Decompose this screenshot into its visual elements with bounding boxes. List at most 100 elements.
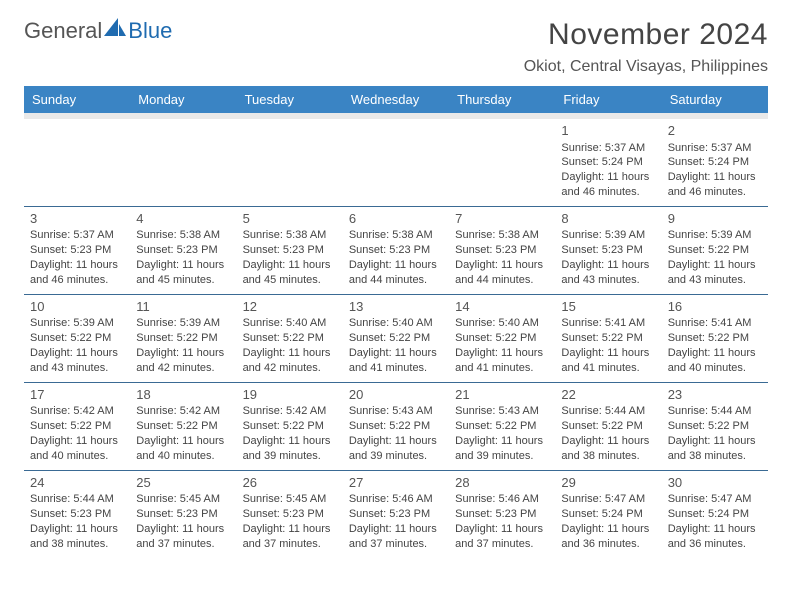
- day-number: 24: [30, 474, 124, 492]
- daylight-line: Daylight: 11 hours and 43 minutes.: [30, 346, 124, 376]
- sunset-line: Sunset: 5:22 PM: [561, 419, 655, 434]
- sunrise-line: Sunrise: 5:37 AM: [561, 141, 655, 156]
- calendar-cell: 11Sunrise: 5:39 AMSunset: 5:22 PMDayligh…: [130, 294, 236, 382]
- calendar-cell: 17Sunrise: 5:42 AMSunset: 5:22 PMDayligh…: [24, 382, 130, 470]
- sunrise-line: Sunrise: 5:40 AM: [349, 316, 443, 331]
- sunset-line: Sunset: 5:22 PM: [136, 331, 230, 346]
- calendar-cell: 1Sunrise: 5:37 AMSunset: 5:24 PMDaylight…: [555, 119, 661, 206]
- calendar-cell: 28Sunrise: 5:46 AMSunset: 5:23 PMDayligh…: [449, 470, 555, 557]
- calendar-cell: [237, 119, 343, 206]
- daylight-line: Daylight: 11 hours and 39 minutes.: [455, 434, 549, 464]
- day-number: 20: [349, 386, 443, 404]
- day-number: 18: [136, 386, 230, 404]
- daylight-line: Daylight: 11 hours and 37 minutes.: [136, 522, 230, 552]
- day-number: 2: [668, 122, 762, 140]
- day-number: 13: [349, 298, 443, 316]
- sunrise-line: Sunrise: 5:42 AM: [30, 404, 124, 419]
- sunset-line: Sunset: 5:24 PM: [561, 155, 655, 170]
- sunset-line: Sunset: 5:22 PM: [136, 419, 230, 434]
- day-number: 23: [668, 386, 762, 404]
- daylight-line: Daylight: 11 hours and 42 minutes.: [243, 346, 337, 376]
- daylight-line: Daylight: 11 hours and 38 minutes.: [30, 522, 124, 552]
- sunset-line: Sunset: 5:23 PM: [349, 507, 443, 522]
- day-number: 17: [30, 386, 124, 404]
- day-number: 15: [561, 298, 655, 316]
- daylight-line: Daylight: 11 hours and 38 minutes.: [561, 434, 655, 464]
- calendar-cell: 6Sunrise: 5:38 AMSunset: 5:23 PMDaylight…: [343, 206, 449, 294]
- day-number: 11: [136, 298, 230, 316]
- daylight-line: Daylight: 11 hours and 37 minutes.: [455, 522, 549, 552]
- day-number: 10: [30, 298, 124, 316]
- calendar-cell: 20Sunrise: 5:43 AMSunset: 5:22 PMDayligh…: [343, 382, 449, 470]
- day-header: Thursday: [449, 86, 555, 113]
- month-title: November 2024: [524, 18, 768, 52]
- sunrise-line: Sunrise: 5:40 AM: [455, 316, 549, 331]
- sunset-line: Sunset: 5:23 PM: [30, 507, 124, 522]
- sunset-line: Sunset: 5:24 PM: [668, 507, 762, 522]
- sunset-line: Sunset: 5:22 PM: [668, 331, 762, 346]
- day-header: Monday: [130, 86, 236, 113]
- title-block: November 2024 Okiot, Central Visayas, Ph…: [524, 18, 768, 76]
- sunrise-line: Sunrise: 5:37 AM: [668, 141, 762, 156]
- calendar-cell: 3Sunrise: 5:37 AMSunset: 5:23 PMDaylight…: [24, 206, 130, 294]
- calendar-cell: 23Sunrise: 5:44 AMSunset: 5:22 PMDayligh…: [662, 382, 768, 470]
- sunrise-line: Sunrise: 5:40 AM: [243, 316, 337, 331]
- day-number: 26: [243, 474, 337, 492]
- sunrise-line: Sunrise: 5:42 AM: [243, 404, 337, 419]
- daylight-line: Daylight: 11 hours and 37 minutes.: [349, 522, 443, 552]
- sunrise-line: Sunrise: 5:46 AM: [455, 492, 549, 507]
- daylight-line: Daylight: 11 hours and 40 minutes.: [136, 434, 230, 464]
- day-number: 8: [561, 210, 655, 228]
- sunset-line: Sunset: 5:22 PM: [349, 419, 443, 434]
- day-number: 16: [668, 298, 762, 316]
- day-header: Wednesday: [343, 86, 449, 113]
- header: General Blue November 2024 Okiot, Centra…: [24, 18, 768, 76]
- sail-icon: [104, 18, 128, 44]
- sunset-line: Sunset: 5:23 PM: [30, 243, 124, 258]
- sunrise-line: Sunrise: 5:38 AM: [243, 228, 337, 243]
- calendar-cell: [130, 119, 236, 206]
- day-number: 4: [136, 210, 230, 228]
- calendar-cell: 12Sunrise: 5:40 AMSunset: 5:22 PMDayligh…: [237, 294, 343, 382]
- sunset-line: Sunset: 5:23 PM: [455, 243, 549, 258]
- sunrise-line: Sunrise: 5:41 AM: [561, 316, 655, 331]
- daylight-line: Daylight: 11 hours and 45 minutes.: [136, 258, 230, 288]
- calendar-cell: 18Sunrise: 5:42 AMSunset: 5:22 PMDayligh…: [130, 382, 236, 470]
- sunset-line: Sunset: 5:22 PM: [30, 419, 124, 434]
- calendar-cell: 21Sunrise: 5:43 AMSunset: 5:22 PMDayligh…: [449, 382, 555, 470]
- day-number: 1: [561, 122, 655, 140]
- day-number: 9: [668, 210, 762, 228]
- calendar-cell: 10Sunrise: 5:39 AMSunset: 5:22 PMDayligh…: [24, 294, 130, 382]
- sunset-line: Sunset: 5:23 PM: [243, 507, 337, 522]
- sunset-line: Sunset: 5:22 PM: [668, 243, 762, 258]
- page: General Blue November 2024 Okiot, Centra…: [0, 0, 792, 558]
- sunset-line: Sunset: 5:24 PM: [668, 155, 762, 170]
- sunset-line: Sunset: 5:22 PM: [455, 419, 549, 434]
- daylight-line: Daylight: 11 hours and 39 minutes.: [243, 434, 337, 464]
- daylight-line: Daylight: 11 hours and 36 minutes.: [561, 522, 655, 552]
- day-number: 7: [455, 210, 549, 228]
- day-header: Saturday: [662, 86, 768, 113]
- day-number: 19: [243, 386, 337, 404]
- sunset-line: Sunset: 5:22 PM: [561, 331, 655, 346]
- day-number: 6: [349, 210, 443, 228]
- day-number: 12: [243, 298, 337, 316]
- calendar-week: 17Sunrise: 5:42 AMSunset: 5:22 PMDayligh…: [24, 382, 768, 470]
- sunrise-line: Sunrise: 5:45 AM: [243, 492, 337, 507]
- calendar-cell: 19Sunrise: 5:42 AMSunset: 5:22 PMDayligh…: [237, 382, 343, 470]
- sunrise-line: Sunrise: 5:39 AM: [668, 228, 762, 243]
- sunrise-line: Sunrise: 5:39 AM: [561, 228, 655, 243]
- calendar-cell: 8Sunrise: 5:39 AMSunset: 5:23 PMDaylight…: [555, 206, 661, 294]
- day-header: Sunday: [24, 86, 130, 113]
- day-header-row: SundayMondayTuesdayWednesdayThursdayFrid…: [24, 86, 768, 113]
- daylight-line: Daylight: 11 hours and 45 minutes.: [243, 258, 337, 288]
- sunrise-line: Sunrise: 5:47 AM: [668, 492, 762, 507]
- day-number: 22: [561, 386, 655, 404]
- calendar-cell: 7Sunrise: 5:38 AMSunset: 5:23 PMDaylight…: [449, 206, 555, 294]
- sunrise-line: Sunrise: 5:37 AM: [30, 228, 124, 243]
- sunset-line: Sunset: 5:23 PM: [349, 243, 443, 258]
- sunset-line: Sunset: 5:24 PM: [561, 507, 655, 522]
- logo: General Blue: [24, 18, 172, 44]
- sunrise-line: Sunrise: 5:47 AM: [561, 492, 655, 507]
- sunrise-line: Sunrise: 5:45 AM: [136, 492, 230, 507]
